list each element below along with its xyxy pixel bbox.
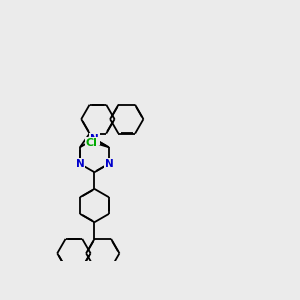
Text: N: N: [76, 159, 84, 169]
Text: N: N: [104, 159, 113, 169]
Text: N: N: [90, 134, 99, 144]
Text: Cl: Cl: [86, 138, 98, 148]
